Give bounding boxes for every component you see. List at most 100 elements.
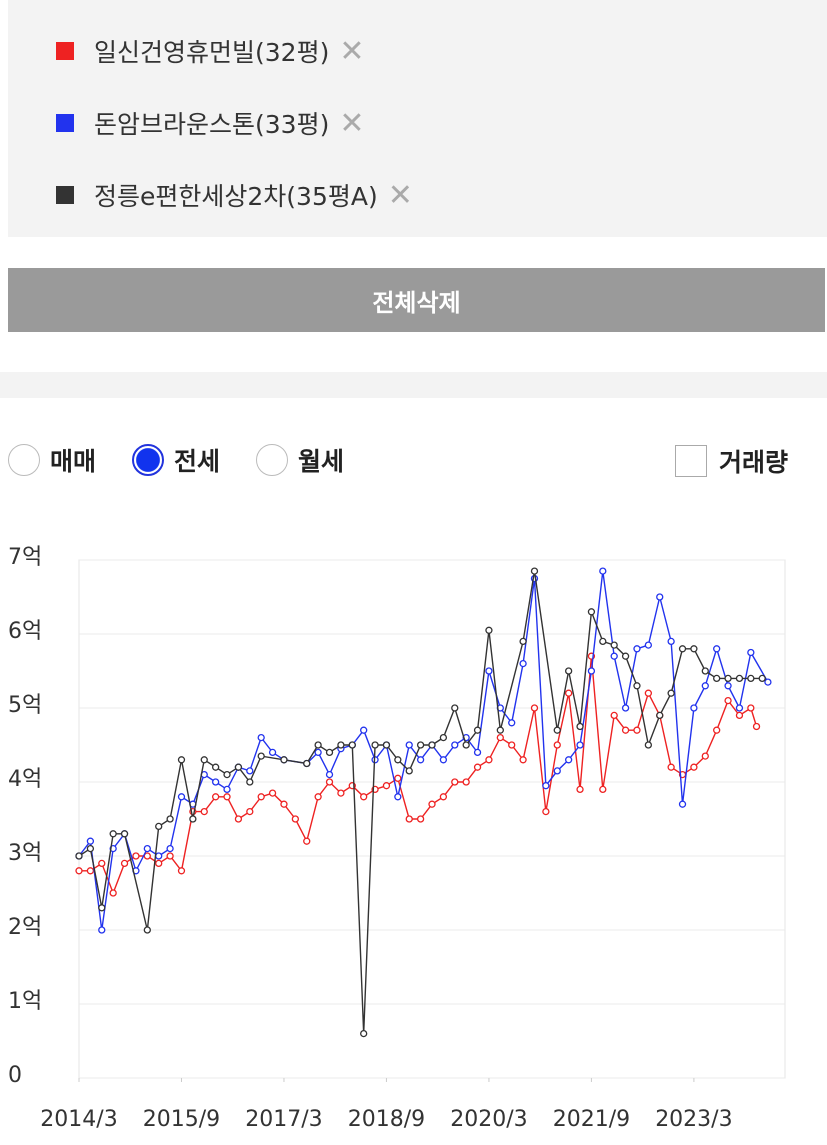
data-point [428, 741, 436, 749]
series-line [78, 570, 763, 1034]
radio-label: 매매 [50, 447, 97, 476]
data-point [109, 830, 117, 838]
data-point [223, 793, 231, 801]
radio[interactable]: 전세 [132, 442, 220, 478]
data-point [246, 767, 254, 775]
data-point [564, 756, 573, 764]
data-point [280, 800, 288, 808]
y-tick-label: 7억 [8, 545, 42, 570]
data-point [246, 778, 254, 786]
data-point [690, 704, 698, 712]
data-point [656, 711, 664, 720]
data-point [576, 722, 584, 731]
legend-item: 정릉e편한세상2차(35평A) ✕ [56, 177, 413, 213]
data-point [701, 682, 709, 690]
data-point [155, 859, 163, 868]
remove-icon[interactable]: ✕ [339, 33, 365, 69]
data-point [485, 667, 493, 675]
data-point [257, 752, 265, 760]
data-point [177, 756, 186, 764]
series-line [79, 656, 758, 895]
data-point [439, 756, 448, 764]
data-point [508, 719, 516, 727]
data-point [303, 759, 311, 768]
data-point [166, 852, 174, 860]
radio-circle [256, 444, 288, 476]
data-point [416, 756, 425, 764]
data-point [667, 637, 675, 646]
data-point [337, 741, 345, 749]
data-point [621, 704, 630, 712]
data-point [564, 667, 573, 675]
data-point [690, 645, 698, 653]
data-point [268, 789, 277, 797]
remove-icon[interactable]: ✕ [339, 105, 365, 141]
checkbox[interactable]: 거래량 [675, 443, 788, 479]
data-point [405, 741, 413, 749]
data-point [553, 767, 561, 775]
data-point [98, 926, 106, 934]
data-point [132, 852, 140, 860]
data-point [314, 793, 322, 801]
legend-item: 일신건영휴먼빌(32평) ✕ [56, 33, 365, 69]
divider [0, 372, 827, 398]
data-point [325, 748, 334, 757]
y-tick-label: 2억 [8, 915, 42, 940]
legend-label: 일신건영휴먼빌(32평) [94, 38, 330, 67]
data-point [599, 637, 607, 646]
data-point [223, 770, 231, 779]
data-point [268, 748, 277, 757]
data-point [337, 789, 345, 797]
data-point [86, 837, 95, 845]
data-point [542, 807, 550, 816]
delete-all-button[interactable]: 전체삭제 [8, 268, 825, 332]
data-point [439, 793, 448, 801]
data-point [109, 889, 117, 897]
data-point [177, 867, 186, 875]
data-point [542, 782, 550, 790]
checkbox-box [675, 445, 707, 477]
checkbox-label: 거래량 [719, 448, 789, 477]
data-point [120, 830, 129, 838]
data-point [724, 696, 732, 705]
data-point [223, 785, 231, 794]
data-point [599, 785, 607, 794]
x-tick-label: 2021/9 [553, 1107, 630, 1132]
legend-label: 돈암브라운스톤(33평) [94, 110, 330, 139]
data-point [690, 763, 698, 771]
data-point [257, 733, 265, 742]
y-tick-label: 1억 [8, 989, 42, 1014]
data-point [371, 741, 379, 749]
data-point [98, 904, 106, 912]
data-point [724, 674, 732, 683]
data-point [530, 567, 539, 575]
radio-circle [132, 444, 164, 476]
data-point [451, 778, 459, 786]
data-point [553, 741, 561, 749]
data-point [508, 741, 516, 749]
data-point [747, 648, 755, 657]
radio-label: 월세 [298, 447, 345, 476]
data-point [473, 748, 482, 757]
y-tick-label: 6억 [8, 619, 42, 644]
data-point [86, 867, 95, 875]
data-point [155, 852, 163, 860]
data-point [439, 733, 448, 742]
data-point [394, 774, 402, 782]
radio[interactable]: 월세 [256, 442, 344, 478]
remove-icon[interactable]: ✕ [387, 177, 413, 213]
data-point [667, 763, 675, 771]
legend-label: 정릉e편한세상2차(35평A) [94, 182, 378, 211]
data-point [644, 741, 653, 749]
plot-area [78, 559, 786, 1079]
data-point [416, 815, 425, 823]
data-point [234, 815, 243, 823]
radio[interactable]: 매매 [8, 442, 96, 478]
data-point [496, 733, 504, 742]
data-point [360, 726, 368, 734]
data-point [200, 807, 208, 816]
data-point [314, 748, 322, 757]
data-point [587, 667, 596, 675]
data-point [485, 626, 493, 634]
data-point [98, 859, 106, 868]
